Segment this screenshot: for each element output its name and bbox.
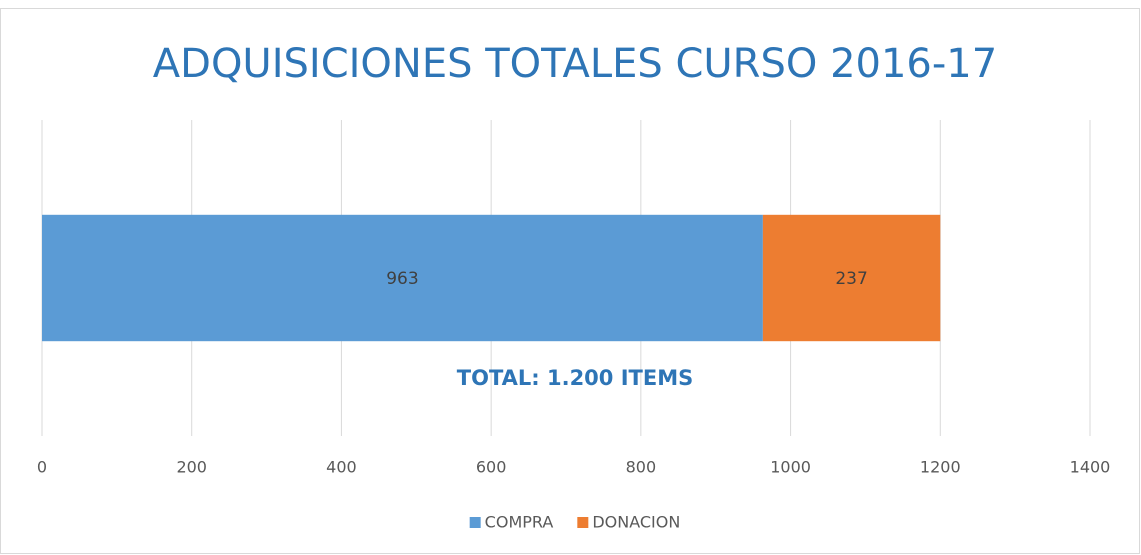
bar-segment <box>42 214 763 342</box>
legend-swatch <box>469 517 481 528</box>
legend-text: DONACION <box>592 513 680 532</box>
x-tick-label: 0 <box>37 458 47 477</box>
chart-title: ADQUISICIONES TOTALES CURSO 2016-17 <box>153 41 997 87</box>
x-tick-label: 200 <box>176 458 207 477</box>
bar-segment <box>762 214 941 342</box>
legend-swatch <box>577 517 589 528</box>
x-tick-label: 600 <box>476 458 507 477</box>
x-tick-label: 1400 <box>1070 458 1111 477</box>
data-label: 237 <box>835 269 867 289</box>
legend: COMPRA DONACION <box>469 513 680 532</box>
data-label: 963 <box>386 269 418 289</box>
x-tick-label: 400 <box>326 458 357 477</box>
legend-text: COMPRA <box>485 513 554 532</box>
x-tick-label: 1000 <box>770 458 811 477</box>
annotation: TOTAL: 1.200 ITEMS <box>457 366 693 390</box>
x-tick-label: 800 <box>626 458 657 477</box>
x-tick-label: 1200 <box>920 458 961 477</box>
